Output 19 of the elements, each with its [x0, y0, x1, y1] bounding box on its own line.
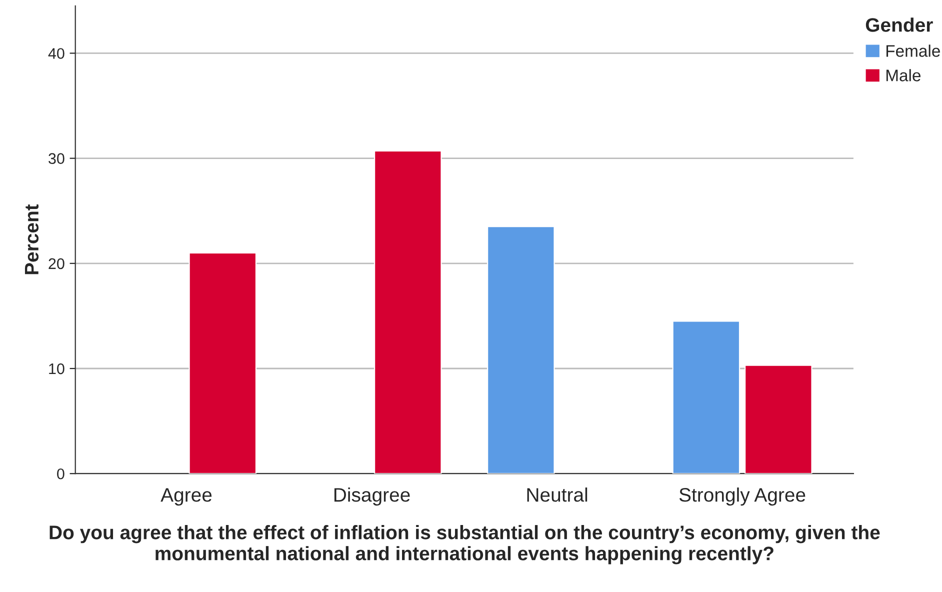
x-tick-label: Disagree [334, 487, 410, 506]
bar [487, 226, 555, 474]
y-tick-label: 20 [48, 258, 64, 270]
legend-title: Gender [866, 18, 933, 32]
x-axis-title: Do you agree that the effect of inflation is substantial on the country’s economy, given the monumental national and international events happening recently? [50, 525, 880, 564]
x-tick-label: Strongly Agree [679, 487, 806, 506]
y-tick-label: 0 [57, 468, 64, 480]
y-axis-title: Percent [24, 204, 39, 274]
x-tick-label: Neutral [527, 487, 588, 502]
bar [672, 320, 740, 474]
y-tick-label: 10 [49, 363, 64, 374]
bar [188, 252, 257, 474]
y-tick-label: 30 [48, 153, 64, 164]
bar [744, 364, 812, 474]
x-tick-label: Agree [160, 488, 212, 506]
legend-label: Female [886, 44, 940, 57]
bar [374, 150, 442, 474]
legend-label: Male [886, 69, 921, 82]
y-tick-label: 40 [48, 48, 64, 59]
